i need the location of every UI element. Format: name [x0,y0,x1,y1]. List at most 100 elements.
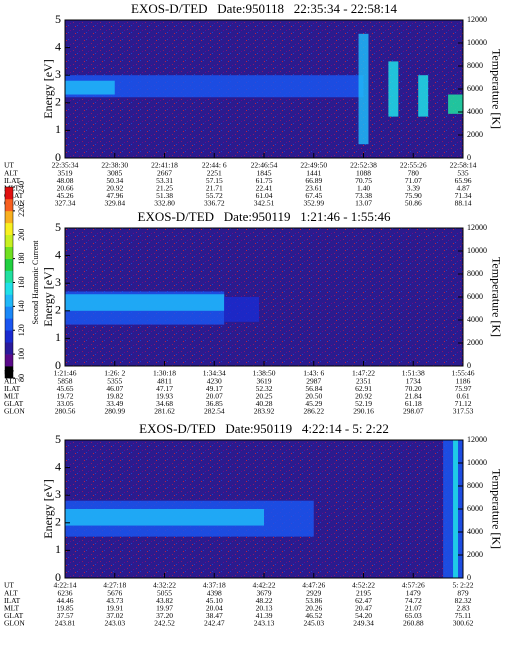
row-label: ALT [4,168,18,177]
intensity-band [65,509,264,526]
y2-axis-label: Temperature [K] [489,257,503,337]
table-cell: 66.89 [305,176,322,185]
table-cell: 44.46 [57,596,74,605]
table-cell: 282.54 [204,407,225,416]
table-cell: 33.49 [106,399,123,408]
table-cell: 535 [457,168,469,177]
row-label: GLAT [4,399,24,408]
table-cell: 43.82 [156,596,173,605]
table-cell: 22:58:14 [450,161,477,170]
y2-tick-label: 2000 [467,130,483,139]
table-cell: 2195 [356,588,371,597]
y-tick-label: 4 [55,247,61,261]
table-cell: 6236 [58,588,73,597]
colorbar-segment [5,318,13,331]
y-tick-label: 3 [55,275,61,289]
table-cell: 290.16 [353,407,374,416]
colorbar-segment [5,246,13,259]
table-cell: 53.31 [156,176,173,185]
y2-tick-label: 4000 [467,107,483,116]
table-cell: 61.75 [256,176,273,185]
table-cell: 4398 [207,588,222,597]
table-cell: 243.03 [104,619,125,628]
table-cell: 20.50 [305,392,322,401]
intensity-band [65,294,225,311]
table-cell: 4:27:18 [103,581,126,590]
table-cell: 3.39 [407,184,420,193]
table-cell: 281.62 [154,407,175,416]
table-cell: 5676 [107,588,122,597]
colorbar-segment [5,354,13,367]
table-cell: 37.20 [156,611,173,620]
table-cell: 243.81 [55,619,76,628]
intensity-band [65,75,364,98]
table-cell: 332.80 [154,199,175,208]
y2-tick-label: 12000 [467,15,487,24]
table-cell: 4230 [207,376,222,385]
y-tick-label: 0 [55,358,61,372]
table-cell: 56.84 [305,384,322,393]
row-label: GLON [4,199,25,208]
table-cell: 22:55:26 [400,161,427,170]
table-cell: 20.92 [355,392,372,401]
table-cell: 4.87 [456,184,469,193]
y-axis-label: Energy [eV] [41,59,55,118]
table-cell: 300.62 [453,619,474,628]
y2-tick-label: 4000 [467,315,483,324]
colorbar-segment [5,270,13,283]
y2-axis-label: Temperature [K] [489,469,503,549]
table-cell: 5858 [58,376,73,385]
table-cell: 342.51 [254,199,275,208]
table-cell: 5055 [157,588,172,597]
table-cell: 1:55:46 [452,369,475,378]
table-cell: 61.04 [256,191,273,200]
table-cell: 242.47 [204,619,225,628]
row-label: MLT [4,392,20,401]
table-cell: 20.25 [256,392,273,401]
table-cell: 1:34:34 [203,369,226,378]
table-cell: 1:51:38 [402,369,425,378]
table-cell: 1441 [306,168,321,177]
row-label: UT [4,581,14,590]
panel-title: EXOS-D/TED Date:950119 1:21:46 - 1:55:46 [138,209,391,224]
table-cell: 249.34 [353,619,374,628]
table-cell: 65.03 [405,611,422,620]
y2-tick-label: 10000 [467,246,487,255]
table-cell: 4:22:14 [54,581,77,590]
y-tick-label: 3 [55,67,61,81]
y-tick-label: 5 [55,12,61,26]
table-cell: 41.39 [256,611,273,620]
table-cell: 19.93 [156,392,173,401]
row-label: GLAT [4,191,24,200]
table-cell: 1:26: 2 [104,369,125,378]
table-cell: 286.22 [303,407,324,416]
table-cell: 82.32 [455,596,472,605]
y2-tick-label: 12000 [467,435,487,444]
table-cell: 22:49:50 [300,161,327,170]
table-cell: 88.14 [455,199,472,208]
table-cell: 2929 [306,588,321,597]
table-cell: 2251 [207,168,222,177]
colorbar-tick-label: 80 [17,374,26,382]
y-tick-label: 1 [55,542,61,556]
row-label: UT [4,161,14,170]
table-cell: 22:52:38 [350,161,377,170]
table-cell: 1734 [406,376,421,385]
y2-axis-label: Temperature [K] [489,49,503,129]
table-cell: 65.96 [455,176,472,185]
y-tick-label: 5 [55,220,61,234]
table-cell: 317.53 [453,407,474,416]
table-cell: 50.34 [106,176,123,185]
y2-tick-label: 10000 [467,38,487,47]
table-cell: 36.85 [206,399,223,408]
table-cell: 20.04 [206,604,223,613]
y-tick-label: 2 [55,303,61,317]
y2-tick-label: 8000 [467,61,483,70]
table-cell: 22:44: 6 [202,161,227,170]
table-cell: 1:47:22 [352,369,375,378]
table-cell: 2351 [356,376,371,385]
table-cell: 70.75 [355,176,372,185]
colorbar-segment [5,342,13,355]
y-tick-label: 0 [55,570,61,584]
